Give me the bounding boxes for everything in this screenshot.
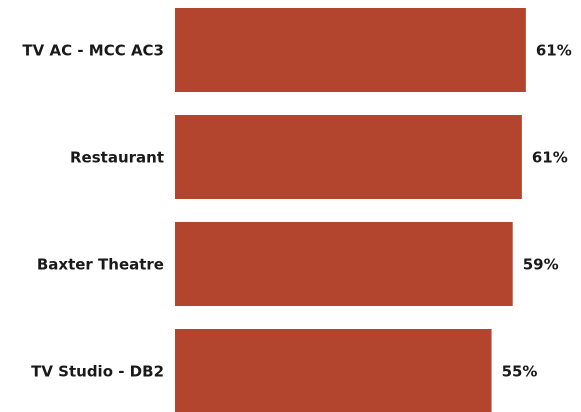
category-label: TV Studio - DB2 [31, 363, 164, 381]
category-label: Restaurant [70, 149, 164, 167]
category-label: TV AC - MCC AC3 [22, 42, 164, 60]
value-label: 61% [536, 42, 572, 60]
bar [175, 222, 513, 306]
bar [175, 329, 492, 412]
category-label: Baxter Theatre [37, 256, 164, 274]
value-label: 59% [523, 256, 559, 274]
value-label: 61% [532, 149, 568, 167]
bar [175, 8, 526, 92]
bar [175, 115, 522, 199]
value-label: 55% [502, 363, 538, 381]
